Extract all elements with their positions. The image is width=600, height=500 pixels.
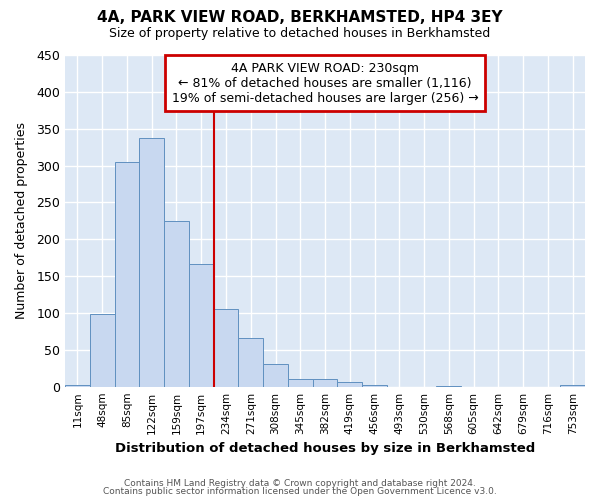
- Bar: [214, 308, 238, 386]
- Bar: [560, 385, 585, 386]
- Bar: [362, 385, 387, 386]
- Y-axis label: Number of detached properties: Number of detached properties: [15, 122, 28, 320]
- Bar: [139, 138, 164, 386]
- Bar: [189, 264, 214, 386]
- Text: 4A, PARK VIEW ROAD, BERKHAMSTED, HP4 3EY: 4A, PARK VIEW ROAD, BERKHAMSTED, HP4 3EY: [97, 10, 503, 25]
- Text: 4A PARK VIEW ROAD: 230sqm
← 81% of detached houses are smaller (1,116)
19% of se: 4A PARK VIEW ROAD: 230sqm ← 81% of detac…: [172, 62, 478, 104]
- Bar: [313, 380, 337, 386]
- Bar: [65, 385, 90, 386]
- Bar: [115, 162, 139, 386]
- Text: Size of property relative to detached houses in Berkhamsted: Size of property relative to detached ho…: [109, 28, 491, 40]
- Bar: [90, 314, 115, 386]
- Bar: [263, 364, 288, 386]
- Text: Contains public sector information licensed under the Open Government Licence v3: Contains public sector information licen…: [103, 487, 497, 496]
- Text: Contains HM Land Registry data © Crown copyright and database right 2024.: Contains HM Land Registry data © Crown c…: [124, 478, 476, 488]
- Bar: [238, 338, 263, 386]
- X-axis label: Distribution of detached houses by size in Berkhamsted: Distribution of detached houses by size …: [115, 442, 535, 455]
- Bar: [288, 378, 313, 386]
- Bar: [164, 221, 189, 386]
- Bar: [337, 382, 362, 386]
